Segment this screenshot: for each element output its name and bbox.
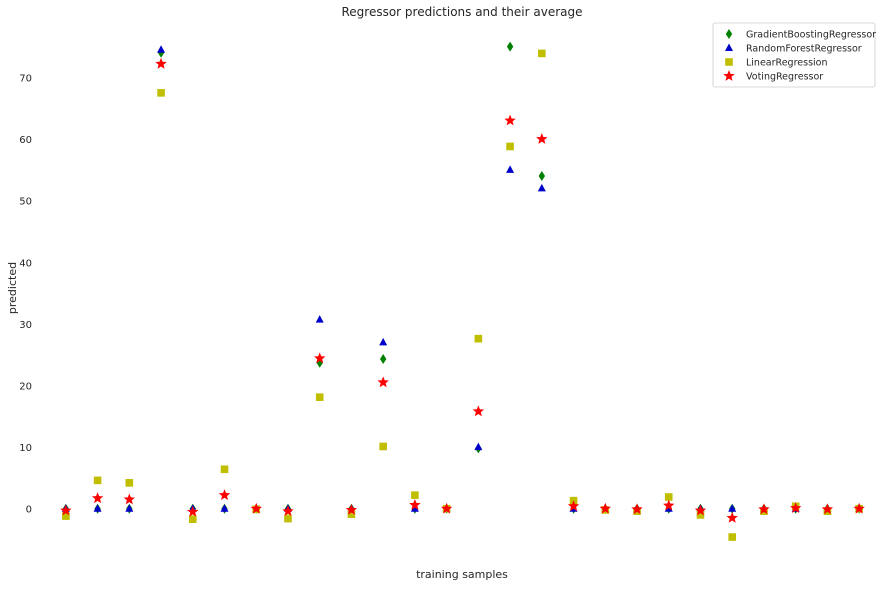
data-point-star (821, 503, 834, 515)
y-tick-label: 30 (19, 320, 32, 331)
data-point-star (155, 57, 167, 69)
legend-box (712, 22, 876, 88)
data-point-triangle (379, 337, 388, 346)
legend-marker-diamond (725, 29, 733, 39)
data-point-triangle (315, 315, 324, 323)
data-point-star (567, 500, 580, 512)
data-point-star (123, 493, 136, 505)
data-point-star (726, 511, 738, 523)
data-point-star (187, 505, 199, 517)
y-tick-label: 10 (19, 443, 32, 454)
data-point-triangle (537, 183, 546, 192)
y-tick-label: 50 (19, 197, 32, 208)
y-tick-label: 60 (19, 135, 32, 146)
data-point-square (696, 511, 705, 519)
y-tick-label: 20 (19, 382, 32, 393)
data-point-square (664, 493, 673, 501)
legend-marker-square (725, 58, 733, 66)
data-point-star (504, 114, 516, 126)
data-point-star (60, 504, 72, 516)
data-point-triangle (728, 504, 737, 512)
chart-title: Regressor predictions and their average (341, 5, 582, 19)
data-point-star (250, 502, 262, 514)
data-point-diamond (506, 41, 514, 52)
data-point-square (411, 491, 419, 499)
legend-label: RandomForestRegressor (746, 44, 862, 55)
y-axis-label: predicted (6, 262, 19, 314)
data-point-star (536, 133, 548, 144)
data-point-star (91, 492, 104, 504)
data-point-square (728, 533, 737, 541)
data-points (60, 41, 865, 541)
data-point-star (599, 502, 611, 514)
data-point-square (220, 465, 229, 474)
data-point-triangle (506, 165, 515, 173)
y-tick-labels: 0 10 20 30 40 50 60 70 (19, 73, 32, 515)
legend-marker-star (723, 70, 735, 81)
data-point-square (188, 515, 197, 523)
x-axis-label: training samples (416, 568, 508, 581)
legend-label: VotingRegressor (746, 72, 823, 83)
data-point-square (284, 514, 292, 523)
y-tick-label: 70 (19, 73, 32, 84)
data-point-triangle (93, 504, 102, 512)
data-point-star (345, 503, 358, 515)
data-point-square (506, 142, 514, 151)
legend: GradientBoostingRegressor RandomForestReg… (712, 22, 876, 88)
data-point-square (125, 479, 134, 487)
legend-marker-triangle (725, 43, 733, 51)
data-point-square (315, 393, 324, 401)
data-point-triangle (410, 504, 419, 512)
data-point-square (538, 49, 546, 58)
data-point-square (347, 510, 356, 519)
data-point-triangle (220, 504, 229, 512)
series-votingregressor (60, 57, 865, 523)
data-point-triangle (125, 504, 134, 512)
data-point-star (663, 499, 675, 511)
data-point-square (379, 442, 387, 451)
data-point-square (62, 512, 70, 520)
data-point-star (631, 503, 643, 515)
data-point-star (758, 503, 770, 515)
data-point-star (282, 505, 294, 517)
data-point-diamond (538, 171, 546, 182)
data-point-star (218, 489, 231, 501)
data-point-star (694, 504, 707, 516)
data-point-star (789, 502, 802, 513)
data-point-star (314, 352, 326, 364)
data-point-star (472, 405, 485, 417)
data-point-triangle (157, 45, 166, 53)
data-point-star (853, 502, 865, 514)
data-point-star (409, 499, 421, 510)
y-tick-label: 40 (19, 258, 32, 269)
data-point-triangle (474, 442, 483, 451)
legend-label: LinearRegression (746, 58, 828, 69)
data-point-square (157, 89, 165, 97)
data-point-square (474, 334, 483, 343)
y-tick-label: 0 (26, 505, 32, 516)
data-point-star (440, 502, 453, 514)
legend-label: GradientBoostingRegressor (746, 30, 876, 41)
data-point-star (377, 376, 389, 388)
data-point-diamond (379, 354, 387, 365)
data-point-square (93, 476, 102, 485)
